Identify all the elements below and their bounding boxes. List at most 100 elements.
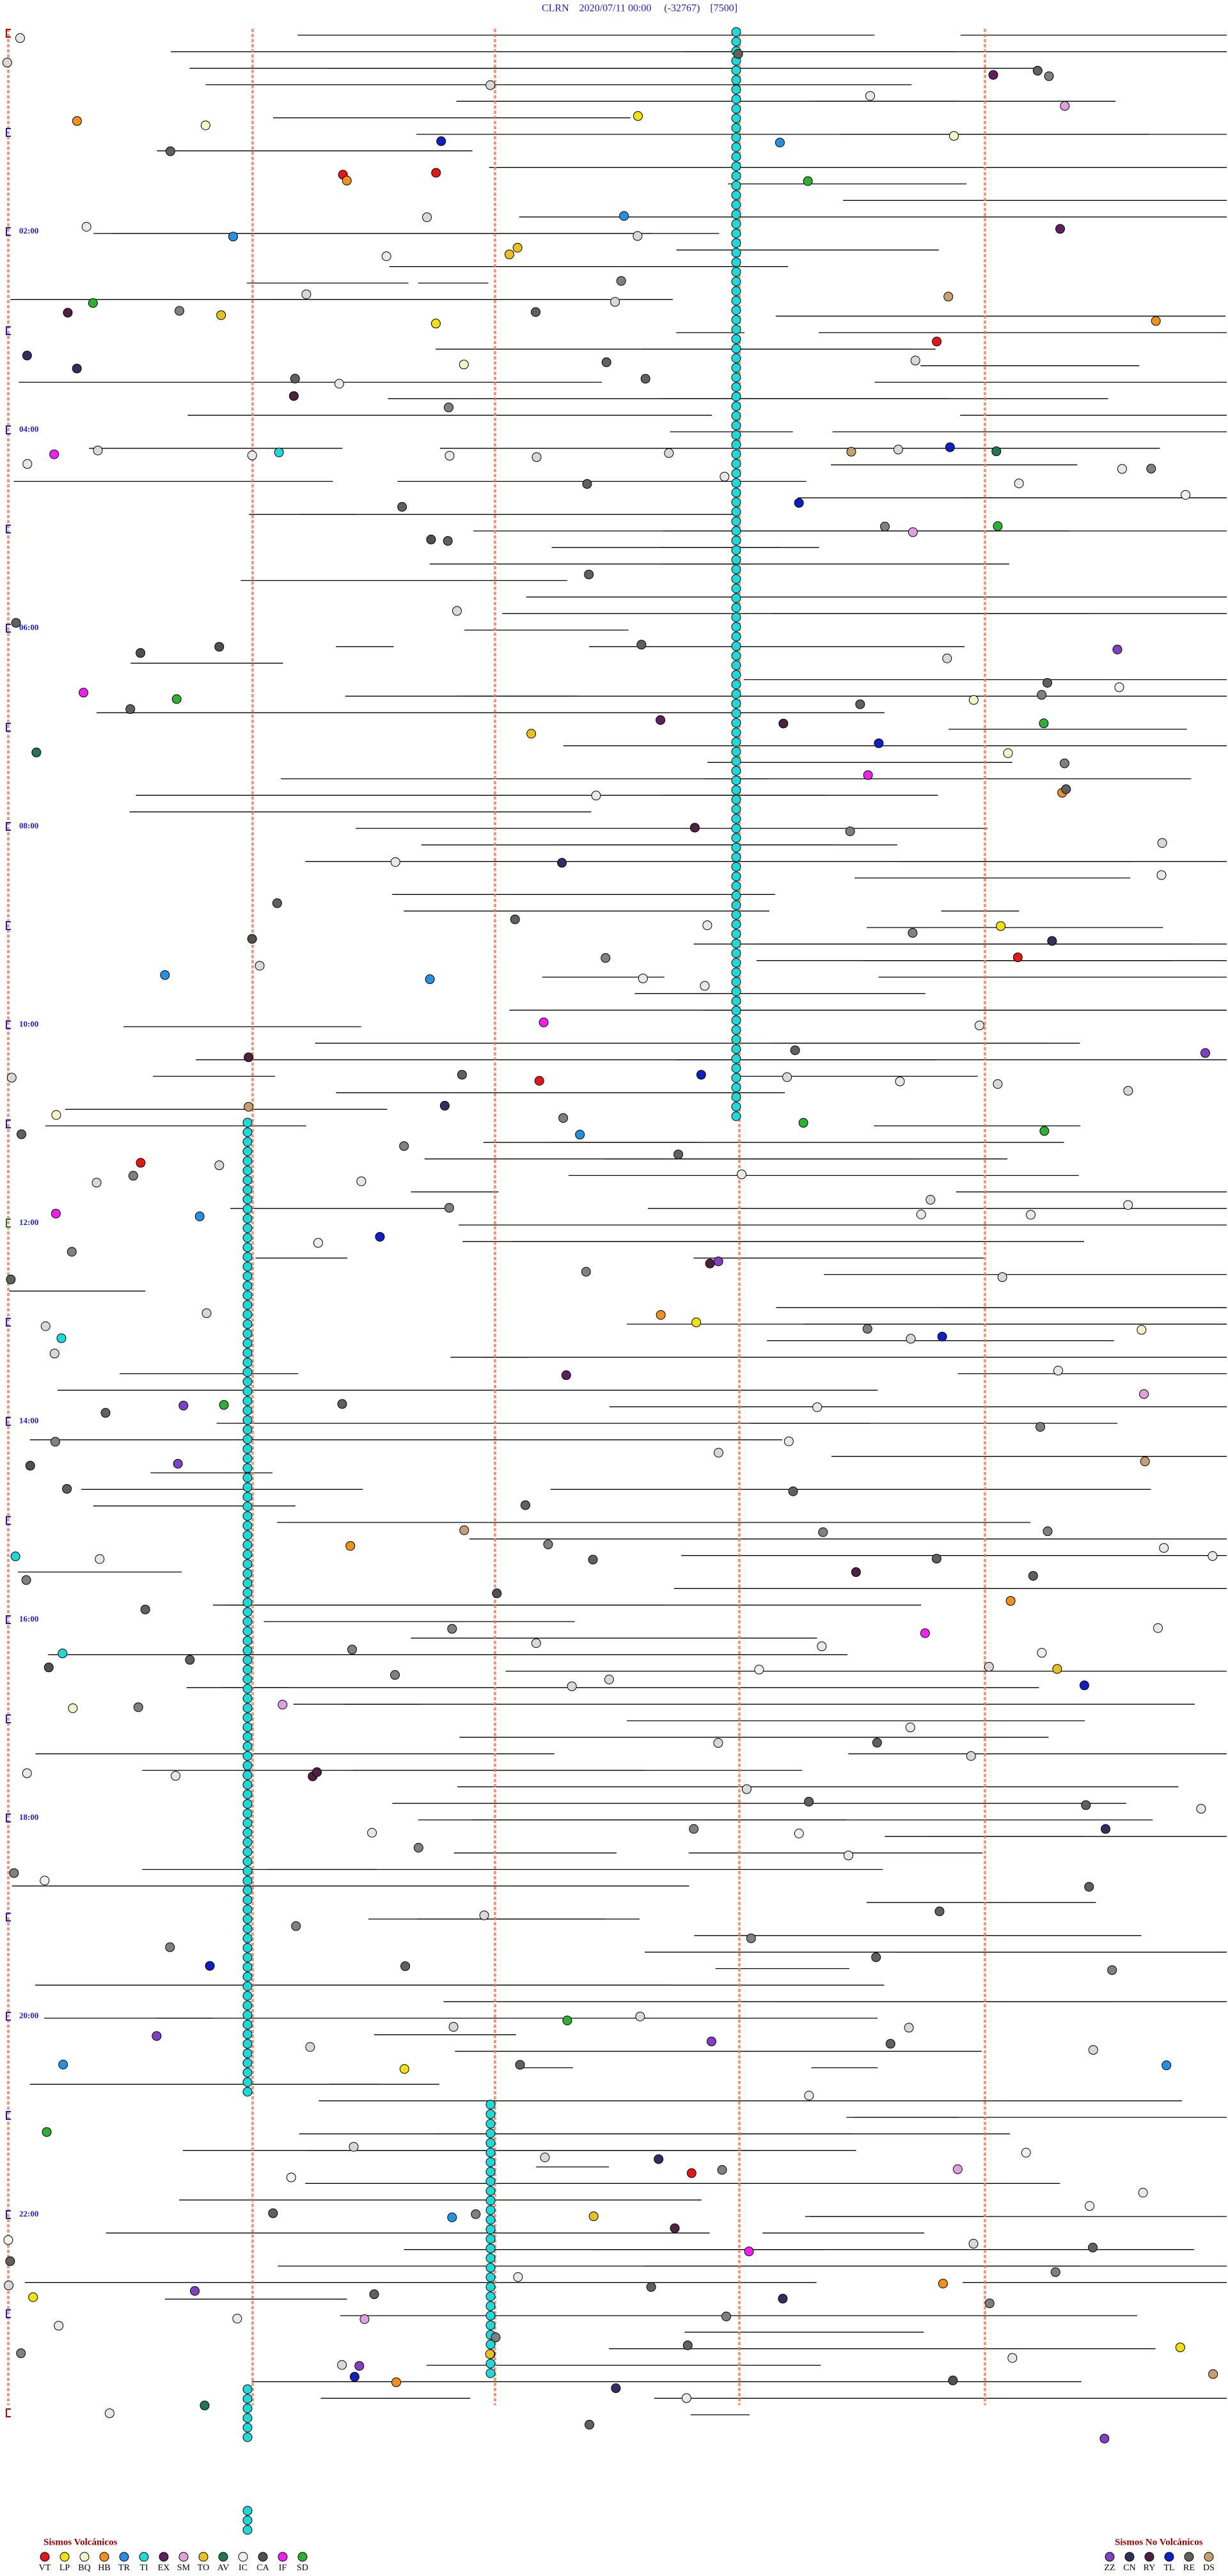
event-marker xyxy=(242,1348,253,1358)
event-marker xyxy=(485,2205,496,2215)
event-marker xyxy=(242,1309,253,1320)
event-marker xyxy=(214,1160,224,1171)
event-marker xyxy=(452,606,462,616)
event-marker xyxy=(925,1195,936,1205)
legend-label: TL xyxy=(1163,2563,1174,2573)
event-marker xyxy=(908,527,918,537)
legend-marker xyxy=(40,2552,50,2562)
event-marker xyxy=(1026,1210,1036,1220)
event-marker xyxy=(160,970,170,980)
event-marker xyxy=(575,1130,585,1140)
event-marker xyxy=(561,1370,571,1380)
event-marker xyxy=(242,1885,253,1895)
event-marker xyxy=(242,1118,253,1128)
event-marker xyxy=(656,715,666,725)
event-marker xyxy=(313,1238,323,1248)
event-marker xyxy=(25,1460,35,1471)
event-marker xyxy=(242,1213,253,1224)
hour-bracket xyxy=(6,425,11,434)
event-marker xyxy=(1047,936,1057,946)
event-marker xyxy=(731,363,741,373)
event-marker xyxy=(731,315,741,325)
event-marker xyxy=(485,2263,496,2273)
event-marker xyxy=(633,111,643,121)
event-marker xyxy=(390,1670,400,1680)
event-marker xyxy=(904,2023,914,2033)
event-marker xyxy=(731,1111,741,1121)
event-marker xyxy=(731,785,741,795)
event-marker xyxy=(242,1645,253,1655)
hour-bracket xyxy=(6,1714,11,1723)
event-marker xyxy=(485,2253,496,2263)
event-marker xyxy=(93,445,103,455)
event-marker xyxy=(664,448,674,458)
event-marker xyxy=(278,1700,288,1710)
event-marker xyxy=(5,2256,15,2266)
event-marker xyxy=(731,747,741,757)
event-marker xyxy=(219,1400,229,1410)
event-marker xyxy=(991,446,1002,457)
hour-bracket xyxy=(6,723,11,732)
legend-marker xyxy=(1105,2552,1115,2562)
event-marker xyxy=(731,353,741,363)
event-marker xyxy=(242,1463,253,1473)
event-marker xyxy=(654,2154,664,2164)
event-marker xyxy=(50,1437,60,1447)
event-marker xyxy=(731,123,741,133)
event-marker xyxy=(874,738,884,748)
event-marker xyxy=(165,146,175,156)
legend-marker xyxy=(178,2552,189,2562)
event-marker xyxy=(51,1110,61,1120)
event-marker xyxy=(775,138,785,148)
event-marker xyxy=(242,2039,253,2049)
event-marker xyxy=(731,497,741,507)
event-marker xyxy=(22,459,33,469)
event-marker xyxy=(731,564,741,574)
event-marker xyxy=(689,823,700,833)
event-marker xyxy=(40,1321,51,1331)
event-marker xyxy=(681,2393,691,2403)
event-marker xyxy=(359,2314,370,2325)
event-marker xyxy=(731,113,741,123)
row-label: 04:00 xyxy=(19,424,38,434)
legend-marker xyxy=(159,2552,169,2562)
row-label: 06:00 xyxy=(19,622,38,632)
event-marker xyxy=(242,1866,253,1876)
row-label: 02:00 xyxy=(19,226,38,235)
event-marker xyxy=(349,2372,359,2382)
event-marker xyxy=(242,1137,253,1147)
event-marker xyxy=(731,1054,741,1064)
event-marker xyxy=(931,1554,941,1564)
row-label: 18:00 xyxy=(19,1812,38,1822)
event-marker xyxy=(636,640,647,650)
legend-label: IF xyxy=(279,2563,287,2573)
hour-bracket xyxy=(6,1913,11,1922)
event-marker xyxy=(731,603,741,613)
event-marker xyxy=(1037,1648,1047,1658)
event-marker xyxy=(731,1044,741,1054)
event-marker xyxy=(68,1703,78,1714)
event-marker xyxy=(731,823,741,834)
event-marker xyxy=(731,65,741,75)
hour-bracket xyxy=(6,29,11,38)
event-marker xyxy=(731,507,741,517)
event-marker xyxy=(242,2422,253,2433)
event-marker xyxy=(312,1767,322,1777)
event-marker xyxy=(1039,1126,1050,1136)
event-marker xyxy=(242,1972,253,1982)
event-marker xyxy=(731,94,741,104)
event-marker xyxy=(696,1070,706,1080)
event-marker xyxy=(604,1674,614,1684)
event-marker xyxy=(731,718,741,728)
chart-title: CLRN 2020/07/11 00:00 (-32767) [7500] xyxy=(542,3,737,14)
hour-bracket xyxy=(6,1813,11,1822)
event-marker xyxy=(731,977,741,987)
event-marker xyxy=(485,2215,496,2225)
event-marker xyxy=(731,238,741,248)
event-marker xyxy=(242,1703,253,1713)
event-marker xyxy=(28,2292,38,2302)
event-marker xyxy=(242,1732,253,1742)
event-marker xyxy=(290,374,300,384)
event-marker xyxy=(242,1943,253,1953)
legend-marker xyxy=(1164,2552,1174,2562)
